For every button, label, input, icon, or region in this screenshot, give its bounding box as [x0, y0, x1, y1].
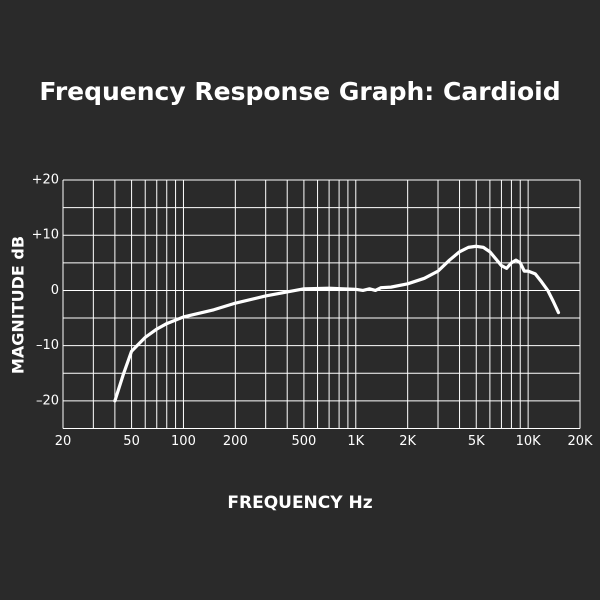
x-axis-label: FREQUENCY Hz [227, 493, 372, 513]
y-tick-label: –10 [36, 338, 59, 353]
x-tick-label: 1K [347, 434, 364, 449]
y-axis-label: MAGNITUDE dB [9, 236, 28, 374]
y-tick-label: 0 [51, 283, 59, 298]
x-tick-label: 2K [399, 434, 416, 449]
x-tick-label: 100 [171, 434, 196, 449]
y-tick-label: –20 [36, 393, 59, 408]
x-tick-label: 50 [123, 434, 140, 449]
y-tick-label: +20 [32, 173, 59, 188]
response-line [113, 244, 561, 403]
x-tick-label: 5K [468, 434, 485, 449]
x-tick-label: 20 [55, 434, 72, 449]
x-tick-label: 20K [567, 434, 593, 449]
y-tick-label: +10 [32, 228, 59, 243]
chart-title: Frequency Response Graph: Cardioid [39, 77, 560, 106]
x-tick-label: 200 [223, 434, 248, 449]
x-tick-label: 500 [291, 434, 316, 449]
x-tick-label: 10K [516, 434, 542, 449]
